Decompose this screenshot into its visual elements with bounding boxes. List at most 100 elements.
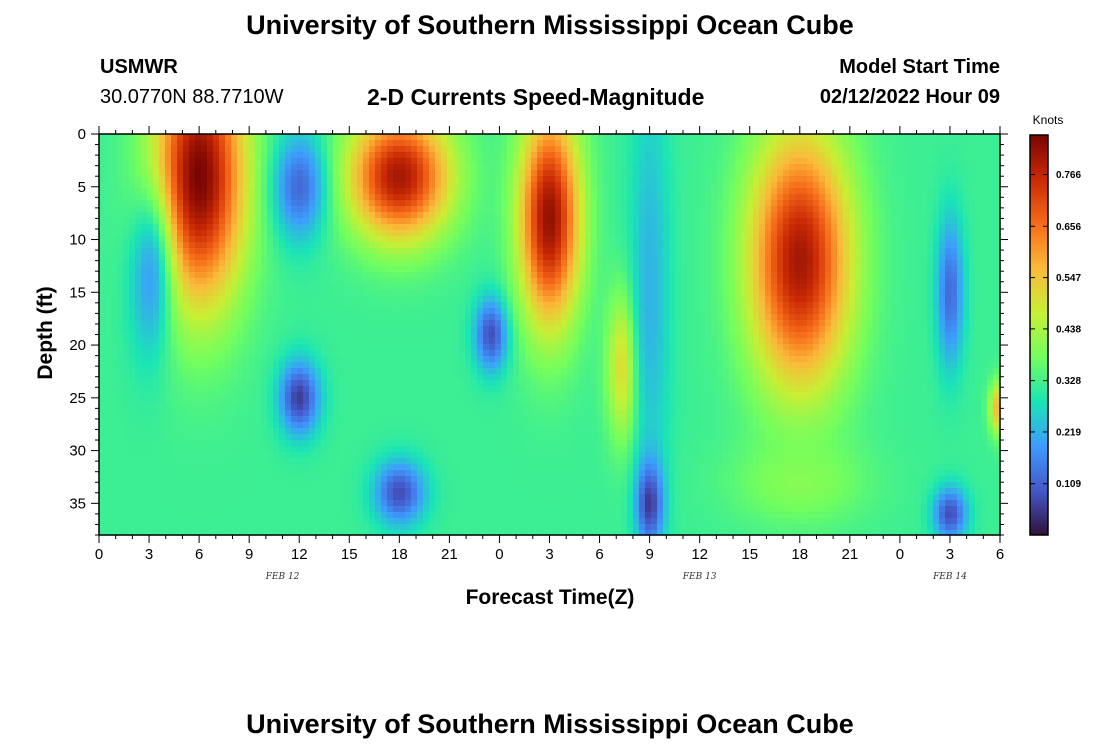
heatmap-cell (375, 134, 382, 141)
heatmap-cell (969, 206, 976, 213)
heatmap-cell (243, 188, 250, 195)
heatmap-cell (507, 134, 514, 141)
heatmap-cell (297, 134, 304, 141)
heatmap-cell (255, 296, 262, 303)
heatmap-cell (579, 290, 586, 297)
heatmap-cell (645, 290, 652, 297)
heatmap-cell (831, 194, 838, 201)
heatmap-cell (693, 206, 700, 213)
heatmap-cell (447, 320, 454, 327)
heatmap-cell (651, 272, 658, 279)
heatmap-cell (783, 224, 790, 231)
heatmap-cell (117, 266, 124, 273)
heatmap-cell (417, 140, 424, 147)
heatmap-cell (915, 164, 922, 171)
heatmap-cell (453, 308, 460, 315)
heatmap-cell (735, 134, 742, 141)
heatmap-cell (141, 314, 148, 321)
heatmap-cell (735, 152, 742, 159)
heatmap-cell (771, 158, 778, 165)
heatmap-cell (549, 272, 556, 279)
heatmap-cell (321, 314, 328, 321)
heatmap-cell (225, 194, 232, 201)
heatmap-cell (423, 326, 430, 333)
heatmap-cell (795, 176, 802, 183)
heatmap-cell (123, 332, 130, 339)
heatmap-cell (303, 278, 310, 285)
heatmap-cell (153, 230, 160, 237)
heatmap-cell (471, 218, 478, 225)
heatmap-cell (429, 152, 436, 159)
heatmap-cell (897, 152, 904, 159)
heatmap-cell (963, 140, 970, 147)
heatmap-cell (543, 206, 550, 213)
heatmap-cell (897, 230, 904, 237)
heatmap-cell (885, 314, 892, 321)
heatmap-cell (429, 200, 436, 207)
heatmap-cell (519, 290, 526, 297)
heatmap-cell (687, 308, 694, 315)
heatmap-cell (861, 230, 868, 237)
heatmap-cell (501, 314, 508, 321)
heatmap-cell (525, 230, 532, 237)
heatmap-cell (849, 152, 856, 159)
heatmap-cell (249, 284, 256, 291)
heatmap-cell (489, 278, 496, 285)
heatmap-cell (399, 176, 406, 183)
heatmap-cell (153, 236, 160, 243)
heatmap-cell (813, 200, 820, 207)
heatmap-cell (759, 176, 766, 183)
heatmap-cell (453, 206, 460, 213)
heatmap-cell (711, 146, 718, 153)
heatmap-cell (153, 278, 160, 285)
heatmap-cell (327, 320, 334, 327)
heatmap-cell (405, 314, 412, 321)
heatmap-cell (687, 158, 694, 165)
heatmap-cell (153, 284, 160, 291)
heatmap-cell (213, 242, 220, 249)
heatmap-cell (591, 212, 598, 219)
heatmap-cell (411, 224, 418, 231)
heatmap-cell (729, 224, 736, 231)
heatmap-cell (495, 230, 502, 237)
heatmap-cell (219, 134, 226, 141)
heatmap-cell (171, 176, 178, 183)
heatmap-cell (189, 158, 196, 165)
heatmap-cell (513, 260, 520, 267)
heatmap-cell (225, 326, 232, 333)
heatmap-cell (867, 146, 874, 153)
heatmap-cell (543, 320, 550, 327)
heatmap-cell (513, 230, 520, 237)
heatmap-cell (609, 248, 616, 255)
heatmap-cell (807, 236, 814, 243)
model-start-value: 02/12/2022 Hour 09 (819, 86, 1000, 108)
heatmap-cell (615, 230, 622, 237)
heatmap-cell (759, 284, 766, 291)
heatmap-cell (921, 326, 928, 333)
heatmap-cell (969, 188, 976, 195)
heatmap-cell (615, 164, 622, 171)
heatmap-cell (963, 266, 970, 273)
heatmap-cell (279, 170, 286, 177)
heatmap-cell (777, 272, 784, 279)
heatmap-cell (909, 236, 916, 243)
heatmap-cell (315, 206, 322, 213)
heatmap-cell (165, 176, 172, 183)
heatmap-cell (561, 170, 568, 177)
heatmap-cell (927, 248, 934, 255)
heatmap-cell (309, 320, 316, 327)
heatmap-cell (465, 308, 472, 315)
heatmap-cell (279, 146, 286, 153)
heatmap-cell (927, 194, 934, 201)
heatmap-cell (453, 134, 460, 141)
heatmap-cell (981, 248, 988, 255)
heatmap-cell (333, 260, 340, 267)
heatmap-cell (393, 266, 400, 273)
heatmap-cell (795, 326, 802, 333)
heatmap-cell (837, 308, 844, 315)
heatmap-cell (867, 164, 874, 171)
heatmap-cell (549, 200, 556, 207)
heatmap-cell (129, 188, 136, 195)
heatmap-cell (603, 284, 610, 291)
heatmap-cell (459, 152, 466, 159)
